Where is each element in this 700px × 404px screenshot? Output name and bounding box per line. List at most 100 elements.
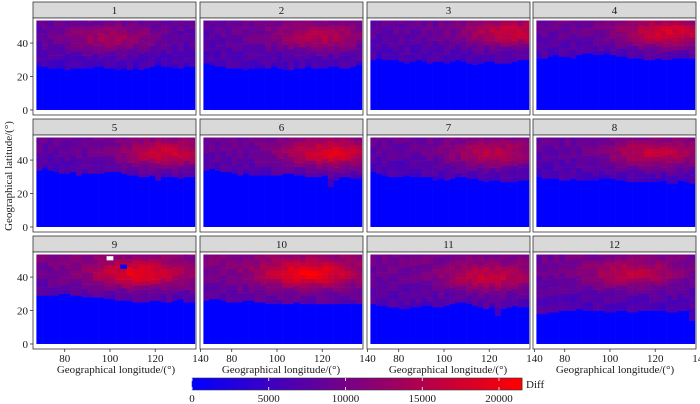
heatmap-cell [517, 55, 524, 61]
heatmap-cell [81, 288, 88, 294]
heatmap-cell [231, 34, 238, 40]
colorbar-segment [511, 378, 517, 390]
heatmap-cell [344, 254, 351, 259]
heatmap-cell [438, 298, 445, 304]
heatmap-cell [489, 265, 496, 270]
heatmap-cell [559, 52, 565, 57]
heatmap-cell [220, 271, 227, 276]
heatmap-cell [42, 262, 49, 267]
heatmap-cell [305, 295, 312, 300]
heatmap-cell [547, 266, 554, 271]
heatmap-cell [643, 285, 650, 290]
heatmap-cell [47, 34, 54, 40]
heatmap-cell [149, 158, 156, 163]
heatmap-cell [92, 152, 99, 158]
heatmap-cell [237, 47, 244, 52]
heatmap-cell [689, 254, 696, 259]
heatmap-cell [592, 50, 599, 56]
colorbar-segment [258, 378, 264, 390]
heatmap-cell [138, 139, 145, 144]
heatmap-cell [398, 48, 405, 54]
heatmap-cell [339, 143, 346, 148]
heatmap-cell [265, 162, 272, 168]
heatmap-cell [638, 264, 645, 270]
heatmap-cell [370, 278, 377, 284]
heatmap-cell [92, 173, 99, 227]
heatmap-cell [121, 68, 128, 110]
heatmap-cell [666, 257, 673, 263]
heatmap-cell [183, 58, 190, 63]
heatmap-cell [64, 61, 71, 66]
heatmap-cell [42, 270, 49, 275]
heatmap-cell [333, 274, 340, 280]
heatmap-cell [387, 26, 394, 31]
heatmap-cell [87, 272, 94, 277]
heatmap-cell [288, 148, 295, 153]
heatmap-cell [410, 143, 416, 148]
heatmap-cell [381, 254, 388, 256]
heatmap-cell [226, 155, 232, 160]
heatmap-cell [339, 176, 346, 227]
heatmap-cell [237, 268, 244, 274]
heatmap-cell [438, 32, 445, 37]
heatmap-cell [643, 34, 650, 40]
heatmap-cell [155, 292, 162, 297]
heatmap-cell [683, 254, 690, 257]
heatmap-cell [421, 164, 428, 169]
heatmap-cell [271, 41, 278, 46]
heatmap-cell [547, 56, 554, 110]
heatmap-cell [542, 41, 549, 46]
heatmap-cell [672, 312, 679, 344]
heatmap-cell [587, 175, 594, 181]
heatmap-cell [132, 145, 139, 151]
heatmap-cell [672, 154, 679, 159]
heatmap-cell [143, 164, 150, 169]
heatmap-cell [265, 270, 272, 275]
heatmap-cell [626, 137, 633, 141]
heatmap-cell [421, 259, 428, 265]
heatmap-cell [76, 63, 82, 69]
heatmap-cell [570, 165, 577, 171]
heatmap-cell [683, 272, 690, 278]
heatmap-cell [226, 47, 232, 52]
heatmap-cell [483, 258, 490, 264]
heatmap-cell [305, 28, 312, 34]
heatmap-cell [104, 261, 111, 266]
heatmap-cell [231, 285, 238, 290]
heatmap-cell [220, 142, 227, 148]
heatmap-cell [36, 278, 43, 284]
heatmap-cell [381, 158, 388, 163]
heatmap-cell [327, 287, 334, 292]
heatmap-cell [42, 274, 49, 280]
heatmap-cell [494, 142, 501, 148]
heatmap-cell [564, 155, 571, 160]
heatmap-cell [564, 159, 571, 164]
heatmap-cell [160, 66, 167, 110]
heatmap-cell [214, 261, 221, 266]
heatmap-cell [138, 264, 145, 270]
heatmap-cell [59, 264, 65, 270]
heatmap-cell [472, 39, 479, 45]
heatmap-cell [542, 153, 549, 158]
heatmap-cell [410, 151, 416, 157]
heatmap-cell [559, 167, 565, 173]
heatmap-cell [494, 265, 501, 270]
heatmap-cell [322, 55, 329, 61]
heatmap-cell [615, 289, 622, 295]
heatmap-cell [177, 269, 184, 275]
heatmap-cell [587, 302, 594, 307]
heatmap-cell [511, 177, 518, 183]
heatmap-cell [609, 21, 616, 26]
heatmap-cell [592, 171, 599, 177]
heatmap-cell [138, 40, 145, 46]
heatmap-cell [293, 289, 300, 295]
colorbar-segment [296, 378, 303, 390]
heatmap-cell [426, 305, 433, 344]
colorbar-segment [395, 378, 402, 390]
heatmap-cell [282, 36, 289, 41]
heatmap-cell [327, 28, 334, 34]
heatmap-cell [220, 287, 227, 293]
heatmap-cell [564, 23, 571, 28]
heatmap-cell [410, 32, 416, 37]
heatmap-cell [344, 274, 351, 280]
